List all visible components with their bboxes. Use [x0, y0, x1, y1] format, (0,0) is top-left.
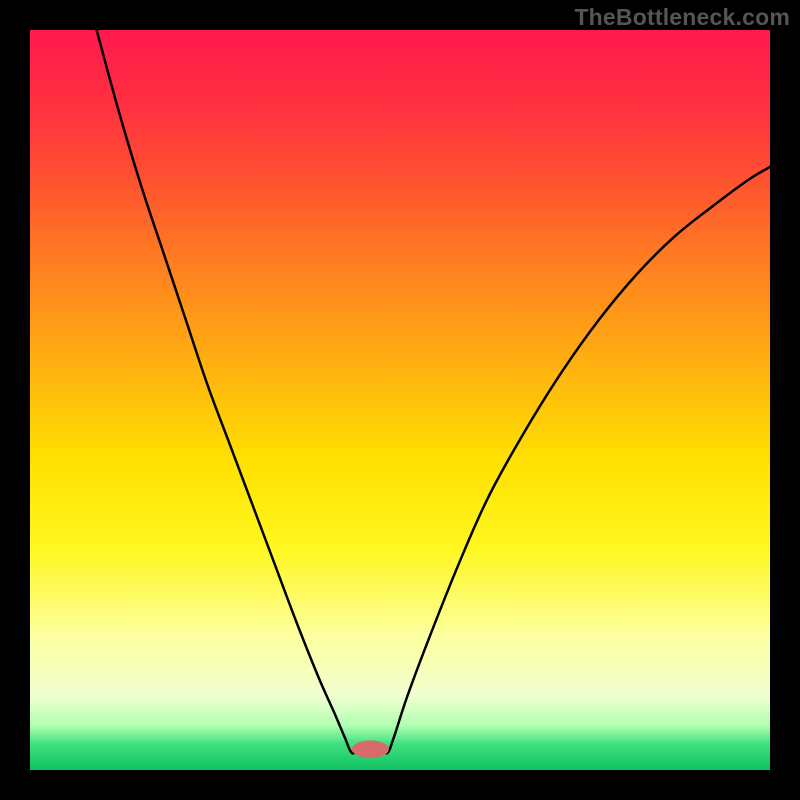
minimum-marker: [352, 740, 389, 758]
chart-container: { "watermark": { "text": "TheBottleneck.…: [0, 0, 800, 800]
plot-background: [30, 30, 770, 770]
bottleneck-chart: [0, 0, 800, 800]
watermark-text: TheBottleneck.com: [574, 4, 790, 31]
